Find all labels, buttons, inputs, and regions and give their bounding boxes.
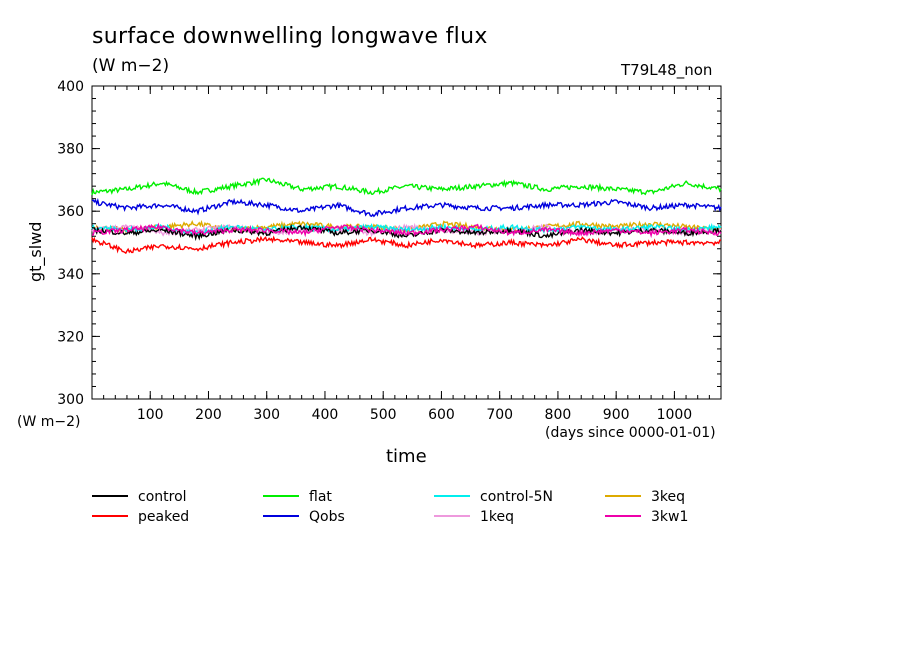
y-tick-label: 300 — [57, 392, 84, 408]
x-tick-label: 200 — [195, 407, 222, 423]
legend-label-flat: flat — [309, 489, 332, 505]
x-axis-label: time — [386, 446, 427, 467]
legend-label-Qobs: Qobs — [309, 509, 345, 525]
chart-title: surface downwelling longwave flux — [92, 24, 488, 49]
x-tick-label: 600 — [428, 407, 455, 423]
x-tick-label: 700 — [486, 407, 513, 423]
x-tick-label: 500 — [370, 407, 397, 423]
legend-label-control: control — [138, 489, 187, 505]
legend-label-3kw1: 3kw1 — [651, 509, 688, 525]
x-tick-label: 100 — [137, 407, 164, 423]
axis-units-label: (W m−2) — [17, 414, 81, 430]
y-tick-label: 360 — [57, 204, 84, 220]
x-tick-label: 400 — [312, 407, 339, 423]
series-line-3kw1 — [91, 222, 722, 239]
x-tick-label: 800 — [545, 407, 572, 423]
y-tick-label: 380 — [57, 142, 84, 158]
plot-frame — [91, 85, 722, 400]
y-tick-label: 400 — [57, 79, 84, 95]
series-line-control — [91, 223, 722, 242]
x-tick-label: 900 — [603, 407, 630, 423]
x-units-note: (days since 0000-01-01) — [545, 425, 716, 441]
units-label: (W m−2) — [92, 56, 170, 76]
x-tick-label: 300 — [253, 407, 280, 423]
y-tick-label: 340 — [57, 267, 84, 283]
legend-label-control-5N: control-5N — [480, 489, 553, 505]
legend-label-1keq: 1keq — [480, 509, 514, 525]
legend-label-peaked: peaked — [138, 509, 189, 525]
legend-label-3keq: 3keq — [651, 489, 685, 505]
series-line-peaked — [91, 235, 722, 255]
series-line-flat — [91, 177, 722, 196]
x-tick-label: 1000 — [657, 407, 693, 423]
run-id-label: T79L48_non — [621, 61, 713, 79]
series-line-Qobs — [91, 197, 722, 218]
y-tick-label: 320 — [57, 329, 84, 345]
